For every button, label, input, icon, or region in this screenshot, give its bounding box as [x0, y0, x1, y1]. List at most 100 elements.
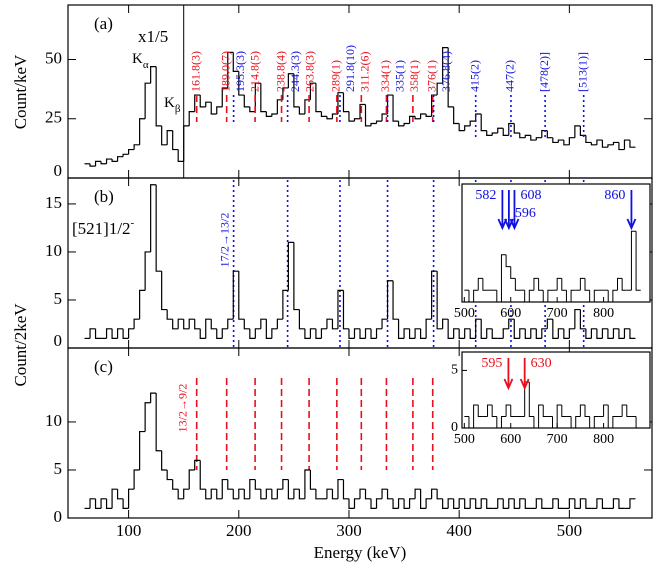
histogram-bin	[122, 328, 129, 339]
histogram-bin	[442, 47, 449, 84]
histogram-bin	[271, 113, 278, 117]
histogram-bin	[111, 328, 118, 339]
k-label: Kβ	[164, 95, 181, 114]
histogram-bin	[486, 328, 493, 339]
histogram-bin	[271, 328, 278, 339]
histogram-bin	[194, 319, 201, 330]
inset-bin	[468, 416, 474, 429]
inset-bin	[468, 290, 474, 303]
histogram-bin	[618, 498, 625, 509]
histogram-bin	[513, 319, 520, 339]
y-tick-label: 5	[54, 289, 63, 308]
histogram-bin	[420, 489, 427, 509]
inset-bin	[533, 277, 539, 291]
histogram-bin	[287, 479, 294, 500]
histogram-bin	[359, 488, 366, 499]
histogram-bin	[94, 498, 102, 509]
histogram-bin	[552, 137, 559, 144]
inset-bin	[603, 404, 609, 417]
x-axis-label: Energy (keV)	[314, 543, 407, 562]
histogram-bin	[552, 319, 559, 339]
histogram-bin	[469, 120, 476, 126]
histogram-bin	[199, 95, 206, 108]
histogram-bin	[568, 328, 575, 339]
histogram-bin	[348, 111, 355, 122]
histogram-bin	[260, 318, 267, 329]
histogram-bin	[144, 251, 151, 291]
histogram-bin	[612, 328, 619, 339]
histogram-bin	[227, 318, 234, 329]
histogram-bin	[216, 489, 223, 500]
inset-bin	[528, 289, 534, 302]
inset-bin	[617, 277, 623, 291]
histogram-bin	[144, 82, 151, 119]
y-tick-label: 10	[45, 411, 62, 430]
histogram-bin	[188, 469, 195, 490]
histogram-bin	[315, 328, 322, 339]
histogram-bin	[188, 111, 195, 126]
histogram-bin	[89, 498, 96, 509]
transition-label: 17/2→13/2	[217, 213, 231, 268]
histogram-bin	[392, 95, 399, 122]
k-label: Kα	[132, 51, 149, 70]
histogram-bin	[287, 73, 294, 88]
histogram-bin	[464, 125, 471, 131]
inset-y-tick-label: 0	[451, 420, 458, 435]
histogram-bin	[150, 184, 157, 252]
histogram-bin	[458, 498, 465, 509]
histogram-bin	[166, 130, 173, 145]
x-tick-label: 400	[446, 521, 472, 540]
y-tick-label: 0	[54, 161, 63, 180]
arrow-head	[497, 218, 508, 231]
histogram-bin	[612, 498, 619, 509]
histogram-bin	[188, 318, 195, 329]
histogram-bin	[105, 498, 113, 509]
peak-label: 214.8(5)	[247, 51, 261, 92]
histogram-bin	[442, 498, 449, 509]
histogram-bin	[375, 498, 383, 509]
inset-bin	[556, 404, 562, 428]
inset-bin	[496, 416, 502, 429]
histogram-bin	[293, 242, 300, 311]
histogram-bin	[172, 319, 179, 330]
histogram-bin	[210, 102, 217, 115]
histogram-bin	[89, 163, 96, 167]
histogram-bin	[519, 498, 526, 509]
histogram-bin	[128, 148, 135, 155]
histogram-bin	[436, 271, 443, 330]
inset-bin	[538, 404, 544, 428]
histogram-bin	[105, 158, 113, 164]
inset-frame	[461, 183, 651, 303]
peak-label: 311.2(6)	[358, 51, 372, 92]
histogram-bin	[221, 478, 228, 499]
inset-bin	[510, 404, 516, 417]
arrow-label: 608	[520, 188, 541, 203]
arrow-head	[519, 378, 530, 391]
histogram-bin	[232, 270, 239, 320]
histogram-bin	[320, 328, 327, 339]
histogram-bin	[557, 328, 564, 339]
peak-label: 195.3(3)	[233, 51, 247, 92]
histogram-bin	[315, 489, 322, 500]
histogram-bin	[331, 113, 338, 119]
peak-label: [478(2)]	[537, 52, 551, 92]
histogram-bin	[397, 498, 405, 509]
histogram-bin	[133, 318, 140, 329]
histogram-bin	[568, 498, 575, 509]
histogram-bin	[557, 139, 564, 143]
histogram-bin	[249, 328, 256, 339]
histogram-bin	[194, 459, 201, 470]
inset-bin	[514, 278, 521, 291]
histogram-bin	[100, 498, 107, 509]
histogram-bin	[122, 498, 129, 509]
histogram-bin	[177, 149, 184, 163]
histogram-bin	[331, 489, 338, 500]
histogram-bin	[469, 498, 476, 509]
histogram-bin	[183, 488, 190, 499]
arrow-head	[509, 218, 520, 231]
histogram-bin	[392, 498, 399, 509]
k-base: K	[164, 95, 175, 111]
peak-label: 291.8(10)	[343, 45, 357, 92]
inset-bin	[579, 277, 586, 291]
